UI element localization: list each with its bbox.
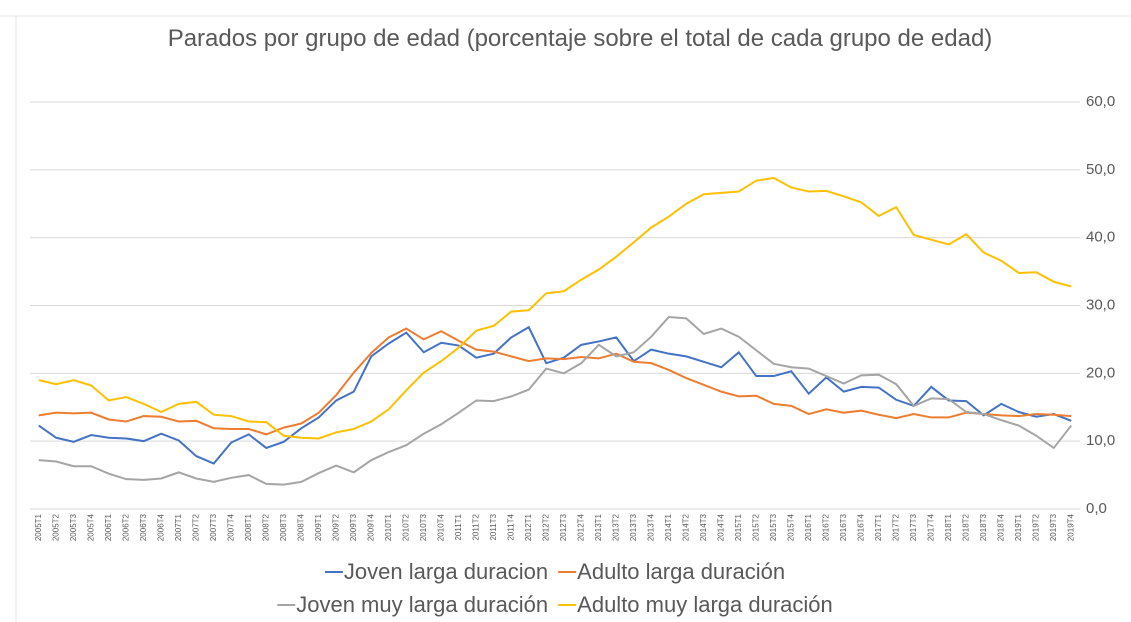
x-tick-label: 2013T3 xyxy=(629,513,638,541)
x-tick-label: 2018T3 xyxy=(979,513,988,541)
x-tick-label: 2019T2 xyxy=(1031,513,1040,541)
x-tick-label: 2011T4 xyxy=(506,513,515,540)
x-tick-label: 2016T1 xyxy=(804,513,813,541)
x-tick-label: 2007T1 xyxy=(174,513,183,541)
x-tick-label: 2008T1 xyxy=(244,513,253,541)
legend-label: Adulto larga duración xyxy=(577,559,785,584)
line-series xyxy=(38,315,1073,486)
x-tick-label: 2014T1 xyxy=(664,513,673,541)
x-tick-label: 2007T4 xyxy=(226,513,235,541)
legend-label: Adulto muy larga duración xyxy=(577,592,833,617)
x-tick-label: 2011T1 xyxy=(454,513,463,540)
y-tick-label: 0,0 xyxy=(1086,500,1107,517)
x-tick-label: 2018T4 xyxy=(996,513,1005,541)
x-tick-label: 2006T1 xyxy=(104,513,113,541)
x-tick-label: 2019T1 xyxy=(1014,513,1023,541)
x-tick-label: 2016T2 xyxy=(821,513,830,541)
x-tick-label: 2009T4 xyxy=(366,513,375,541)
x-tick-label: 2015T1 xyxy=(734,513,743,541)
x-tick-label: 2019T3 xyxy=(1049,513,1058,541)
x-tick-label: 2014T2 xyxy=(681,513,690,541)
x-tick-label: 2010T2 xyxy=(401,513,410,541)
x-tick-label: 2017T3 xyxy=(909,513,918,541)
y-tick-label: 10,0 xyxy=(1086,432,1115,449)
x-tick-label: 2010T1 xyxy=(384,513,393,541)
x-tick-label: 2012T1 xyxy=(524,513,533,541)
x-tick-label: 2016T4 xyxy=(856,513,865,541)
x-tick-label: 2017T4 xyxy=(926,513,935,541)
x-tick-label: 2006T4 xyxy=(156,513,165,541)
legend-item: Adulto larga duración xyxy=(558,559,785,584)
legend-label: Joven muy larga duración xyxy=(296,592,548,617)
x-tick-label: 2014T4 xyxy=(716,513,725,541)
x-tick-label: 2012T3 xyxy=(559,513,568,541)
y-tick-label: 40,0 xyxy=(1086,229,1115,246)
x-tick-label: 2013T2 xyxy=(611,513,620,541)
x-tick-label: 2007T3 xyxy=(209,513,218,541)
x-tick-label: 2012T4 xyxy=(576,513,585,541)
x-tick-label: 2011T2 xyxy=(471,513,480,540)
x-tick-label: 2015T4 xyxy=(786,513,795,541)
x-tick-label: 2010T3 xyxy=(419,513,428,541)
x-tick-label: 2005T3 xyxy=(69,513,78,541)
x-tick-label: 2007T2 xyxy=(191,513,200,541)
x-tick-label: 2005T2 xyxy=(51,513,60,541)
x-tick-label: 2016T3 xyxy=(839,513,848,541)
x-tick-label: 2006T3 xyxy=(139,513,148,541)
x-tick-label: 2009T2 xyxy=(331,513,340,541)
x-tick-label: 2011T3 xyxy=(489,513,498,540)
x-tick-label: 2008T4 xyxy=(296,513,305,541)
line-series xyxy=(38,176,1072,440)
y-tick-label: 50,0 xyxy=(1086,161,1115,178)
chart-title: Parados por grupo de edad (porcentaje so… xyxy=(167,25,993,52)
x-tick-label: 2005T4 xyxy=(86,513,95,541)
legend-item: Joven larga duracion xyxy=(324,559,548,584)
x-tick-label: 2014T3 xyxy=(699,513,708,541)
x-tick-label: 2013T1 xyxy=(594,513,603,541)
x-tick-label: 2012T2 xyxy=(541,513,550,541)
x-tick-label: 2010T4 xyxy=(436,513,445,541)
line-series xyxy=(38,325,1072,465)
x-tick-label: 2008T2 xyxy=(261,513,270,541)
y-tick-label: 60,0 xyxy=(1086,93,1115,110)
x-tick-label: 2019T4 xyxy=(1066,513,1075,541)
x-tick-label: 2009T3 xyxy=(349,513,358,541)
x-tick-label: 2013T4 xyxy=(646,513,655,541)
legend-item: Joven muy larga duración xyxy=(277,592,548,617)
x-tick-label: 2015T3 xyxy=(769,513,778,541)
line-series xyxy=(38,327,1072,436)
x-tick-label: 2008T3 xyxy=(279,513,288,541)
y-tick-label: 30,0 xyxy=(1086,296,1115,313)
x-tick-label: 2009T1 xyxy=(314,513,323,541)
x-tick-label: 2015T2 xyxy=(751,513,760,541)
x-tick-label: 2005T1 xyxy=(34,513,43,541)
legend-label: Joven larga duracion xyxy=(344,559,548,584)
x-tick-label: 2017T2 xyxy=(891,513,900,541)
x-tick-label: 2018T1 xyxy=(944,513,953,541)
y-tick-label: 20,0 xyxy=(1086,364,1115,381)
x-tick-label: 2018T2 xyxy=(961,513,970,541)
x-tick-label: 2006T2 xyxy=(121,513,130,541)
x-tick-label: 2017T1 xyxy=(874,513,883,541)
legend-item: Adulto muy larga duración xyxy=(558,592,833,617)
